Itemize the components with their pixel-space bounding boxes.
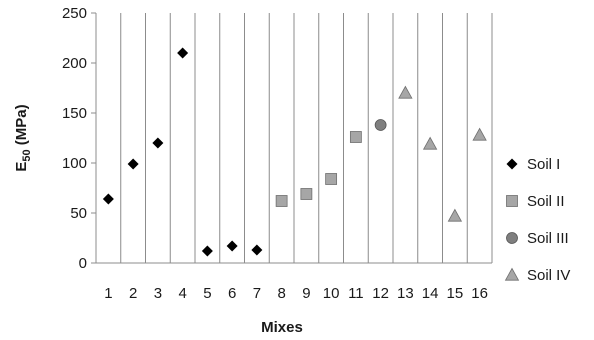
y-tick-label: 250 bbox=[62, 5, 87, 22]
data-point bbox=[422, 136, 438, 150]
data-point bbox=[325, 173, 338, 185]
x-tick-label: 16 bbox=[471, 285, 488, 302]
legend-marker bbox=[506, 158, 518, 170]
axes bbox=[95, 13, 492, 264]
legend-marker bbox=[504, 267, 520, 281]
data-point bbox=[127, 158, 139, 170]
data-point bbox=[177, 47, 189, 59]
x-tick-label: 15 bbox=[447, 285, 464, 302]
x-tick-labels: 1 2 3 4 5 6 7 8 9 10 11 12 13 14 15 16 bbox=[104, 285, 488, 302]
data-point bbox=[472, 127, 487, 141]
y-tick-label: 100 bbox=[62, 155, 87, 172]
x-tick-label: 10 bbox=[323, 285, 340, 302]
x-axis-title: Mixes bbox=[261, 319, 303, 336]
x-tick-label: 14 bbox=[422, 285, 439, 302]
x-tick-label: 3 bbox=[154, 285, 162, 302]
legend-label: Soil IV bbox=[527, 267, 570, 284]
data-point bbox=[374, 119, 387, 131]
y-axis-title: E50 (MPa) bbox=[13, 104, 33, 171]
data-point bbox=[398, 85, 413, 99]
y-axis-title-base: E bbox=[13, 162, 30, 172]
x-tick-label: 1 bbox=[104, 285, 112, 302]
y-tick-label: 150 bbox=[62, 105, 87, 122]
data-point bbox=[275, 195, 288, 207]
data-point bbox=[226, 240, 238, 252]
legend-label: Soil II bbox=[527, 193, 565, 210]
y-tick-label: 50 bbox=[70, 205, 87, 222]
legend-label: Soil I bbox=[527, 156, 560, 173]
x-tick-label: 2 bbox=[129, 285, 137, 302]
x-tick-label: 11 bbox=[348, 285, 364, 302]
y-tick-label: 0 bbox=[79, 255, 87, 272]
data-point bbox=[300, 188, 313, 200]
legend: Soil I Soil II Soil III Soil IV bbox=[504, 156, 570, 284]
y-tick-labels: 0 50 100 150 200 250 bbox=[62, 5, 96, 272]
x-tick-label: 6 bbox=[228, 285, 236, 302]
data-point bbox=[447, 208, 463, 222]
y-tick-label: 200 bbox=[62, 55, 87, 72]
data-points bbox=[102, 47, 487, 257]
data-point bbox=[152, 137, 164, 149]
x-tick-label: 8 bbox=[277, 285, 285, 302]
x-tick-label: 9 bbox=[302, 285, 310, 302]
vertical-gridlines bbox=[95, 13, 493, 263]
x-tick-label: 13 bbox=[397, 285, 414, 302]
data-point bbox=[201, 245, 213, 257]
y-axis-title-subscript: 50 bbox=[21, 149, 33, 161]
x-tick-label: 4 bbox=[178, 285, 186, 302]
legend-marker bbox=[506, 232, 518, 244]
data-point bbox=[102, 193, 114, 205]
y-axis-title-unit: (MPa) bbox=[13, 104, 30, 149]
x-tick-label: 7 bbox=[253, 285, 261, 302]
data-point bbox=[251, 244, 263, 256]
x-tick-label: 5 bbox=[203, 285, 211, 302]
legend-label: Soil III bbox=[527, 230, 569, 247]
legend-marker bbox=[506, 195, 518, 207]
x-tick-label: 12 bbox=[372, 285, 389, 302]
data-point bbox=[349, 131, 362, 143]
